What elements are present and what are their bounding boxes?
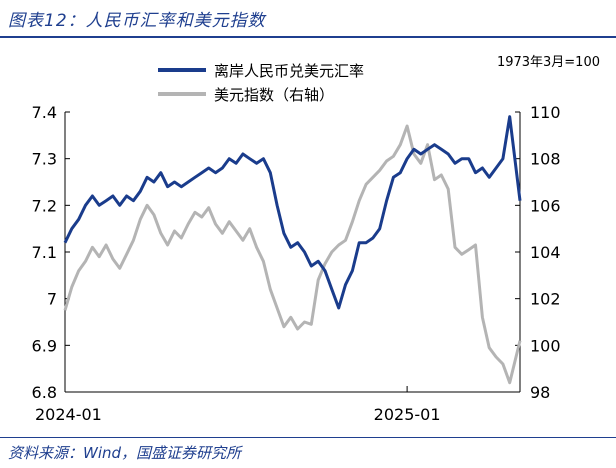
right-axis-tick-label: 104	[530, 243, 561, 262]
chart-title: 图表12：人民币汇率和美元指数	[8, 11, 266, 31]
right-axis-tick-label: 110	[530, 103, 561, 122]
footer-rule	[0, 437, 616, 438]
base-note: 1973年3月=100	[497, 55, 600, 70]
left-axis-tick-label: 7.3	[32, 150, 57, 169]
legend-label-dxy: 美元指数（右轴）	[214, 86, 334, 104]
series-line-dxy	[63, 124, 522, 385]
header-rule	[0, 36, 616, 38]
left-axis-tick-label: 7.4	[32, 103, 57, 122]
series-line-cnh	[63, 115, 522, 310]
left-axis-tick-label: 7.2	[32, 196, 57, 215]
right-axis-tick-label: 108	[530, 150, 561, 169]
x-axis-tick-label: 2025-01	[374, 405, 441, 424]
legend-label-cnh: 离岸人民币兑美元汇率	[214, 62, 364, 80]
right-axis-tick-label: 106	[530, 196, 561, 215]
left-axis-tick-label: 7.1	[32, 243, 57, 262]
left-axis-tick-label: 7	[47, 290, 57, 309]
source-note: 资料来源：Wind，国盛证券研究所	[8, 444, 242, 462]
left-axis-tick-label: 6.9	[32, 336, 57, 355]
right-axis-tick-label: 98	[530, 383, 550, 402]
right-axis-tick-label: 100	[530, 336, 561, 355]
right-axis-tick-label: 102	[530, 290, 561, 309]
x-axis-tick-label: 2024-01	[35, 405, 102, 424]
left-axis-tick-label: 6.8	[32, 383, 57, 402]
